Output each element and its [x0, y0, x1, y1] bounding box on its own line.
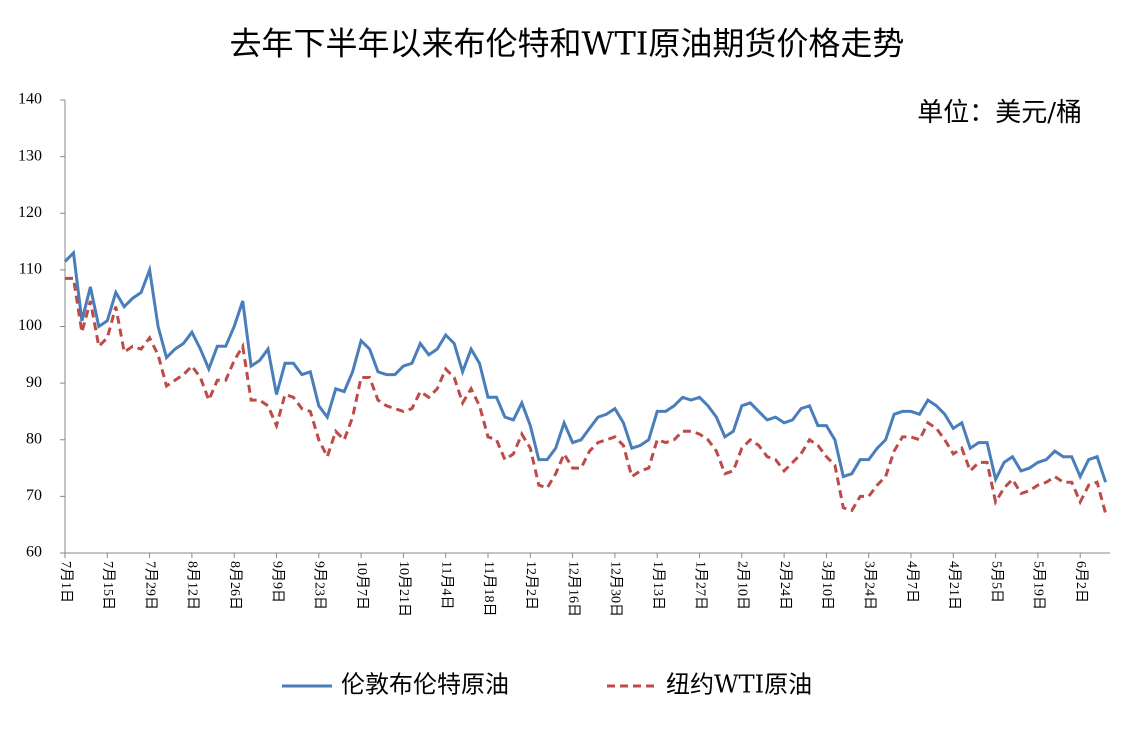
x-tick-label: 11月18日: [481, 561, 497, 616]
y-tick-label: 110: [19, 261, 42, 278]
y-tick-label: 130: [18, 147, 42, 164]
x-tick-label: 12月30日: [608, 561, 624, 617]
unit-annotation: 单位：美元/桶: [917, 98, 1082, 128]
x-tick-label: 1月27日: [692, 561, 708, 610]
y-tick-label: 70: [26, 487, 42, 504]
x-tick-label: 12月16日: [565, 561, 581, 617]
x-tick-label: 6月2日: [1073, 561, 1089, 603]
legend-label: 纽约WTI原油: [666, 671, 812, 699]
x-tick-label: 7月1日: [58, 561, 74, 603]
x-tick-label: 12月2日: [523, 561, 539, 610]
y-tick-label: 140: [18, 91, 42, 108]
legend-label: 伦敦布伦特原油: [341, 671, 509, 699]
x-tick-label: 2月24日: [777, 561, 793, 610]
x-tick-label: 4月21日: [946, 561, 962, 610]
x-tick-label: 8月12日: [185, 561, 201, 610]
y-tick-label: 90: [26, 374, 42, 391]
x-tick-label: 3月10日: [819, 561, 835, 610]
x-tick-label: 10月7日: [354, 561, 370, 610]
x-tick-label: 5月5日: [988, 561, 1004, 603]
chart-title: 去年下半年以来布伦特和WTI原油期货价格走势: [230, 25, 905, 63]
x-tick-label: 9月23日: [312, 561, 328, 610]
x-tick-label: 4月7日: [904, 561, 920, 603]
x-tick-label: 1月13日: [650, 561, 666, 610]
y-tick-label: 60: [26, 544, 42, 561]
x-tick-label: 7月29日: [142, 561, 158, 610]
series-line: [65, 276, 1108, 514]
x-tick-label: 11月4日: [438, 561, 454, 609]
x-tick-label: 7月15日: [100, 561, 116, 610]
series-line: [63, 249, 1108, 484]
y-tick-label: 120: [18, 204, 42, 221]
y-tick-label: 100: [18, 317, 42, 334]
x-tick-label: 3月24日: [861, 561, 877, 610]
x-tick-label: 5月19日: [1031, 561, 1047, 610]
x-tick-label: 2月10日: [735, 561, 751, 610]
y-tick-label: 80: [26, 430, 42, 447]
x-tick-label: 9月9日: [269, 561, 285, 603]
x-tick-label: 8月26日: [227, 561, 243, 610]
x-tick-label: 10月21日: [396, 561, 412, 617]
